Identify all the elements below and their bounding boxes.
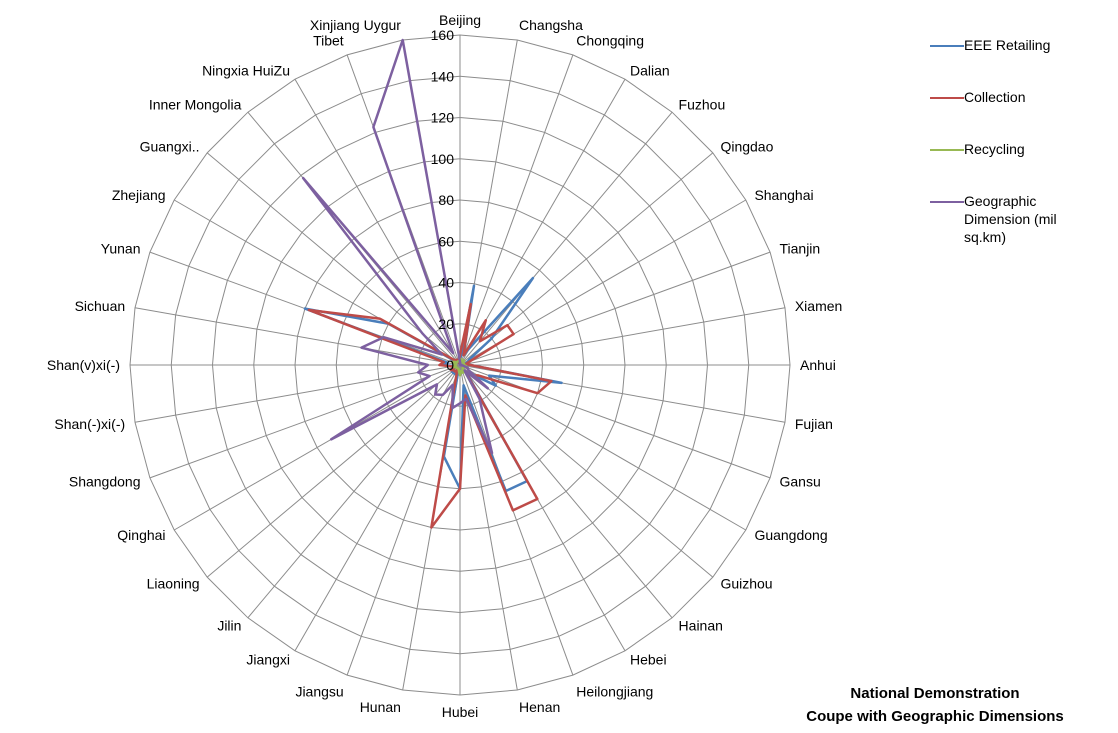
grid-spoke (459, 364, 771, 479)
category-label: Hunan (360, 699, 401, 715)
grid-spoke (459, 251, 771, 366)
grid-spoke (459, 364, 747, 531)
grid-spoke (294, 364, 461, 652)
grid-spoke (459, 364, 673, 619)
category-label: Tianjin (779, 241, 820, 257)
tick-label: 40 (438, 275, 454, 291)
legend-item-4: Geographic Dimension (mil sq.km) (930, 192, 1110, 246)
tick-label: 20 (438, 316, 454, 332)
category-label: Guizhou (720, 576, 772, 592)
category-label: Xinjiang Uygur (310, 17, 401, 33)
category-label: Shan(-)xi(-) (54, 416, 125, 432)
series-lines (301, 38, 563, 529)
category-label: Tibet (313, 33, 344, 49)
grid-spoke (206, 152, 461, 366)
grid-spoke (247, 364, 461, 619)
category-label: Gansu (779, 473, 820, 489)
grid-spoke (134, 364, 461, 423)
legend-swatch (930, 201, 964, 203)
category-label: Dalian (630, 63, 670, 79)
legend-label: EEE Retailing (964, 37, 1051, 53)
category-label: Guangdong (754, 527, 827, 543)
category-label: Fujian (795, 416, 833, 432)
category-label: Jilin (217, 617, 241, 633)
category-label: Shan(v)xi(-) (47, 357, 120, 373)
category-label: Jiangxi (246, 651, 290, 667)
legend-label: Collection (964, 89, 1026, 105)
category-label: Sichuan (75, 298, 126, 314)
legend-item-3: Recycling (930, 140, 1110, 158)
category-label: Yunan (101, 241, 141, 257)
category-label: Xiamen (795, 298, 842, 314)
legend-item-1: EEE Retailing (930, 36, 1110, 54)
category-label: Anhui (800, 357, 836, 373)
category-label: Heilongjiang (576, 683, 653, 699)
category-label: Henan (519, 699, 560, 715)
grid (129, 34, 791, 696)
grid-spoke (134, 307, 461, 366)
category-label: Shangdong (69, 473, 141, 489)
category-label: Hubei (442, 704, 479, 720)
grid-spoke (459, 152, 714, 366)
grid-spoke (459, 307, 786, 366)
legend: EEE Retailing Collection Recycling Geograph… (930, 36, 1110, 280)
legend-label: Recycling (964, 141, 1025, 157)
tick-label: 60 (438, 233, 454, 249)
category-label: Zhejiang (112, 187, 166, 203)
grid-spoke (459, 78, 626, 366)
legend-label: Geographic Dimension (mil sq.km) (964, 193, 1057, 245)
grid-spoke (346, 364, 461, 676)
category-label: Jiangsu (295, 683, 343, 699)
category-label: Qingdao (720, 138, 773, 154)
category-label: Liaoning (147, 576, 200, 592)
series-line-3 (450, 357, 468, 377)
grid-spoke (459, 364, 518, 691)
series-line-4 (301, 38, 494, 455)
tick-label: 0 (446, 357, 454, 373)
tick-label: 160 (431, 27, 455, 43)
legend-swatch (930, 97, 964, 99)
category-label: Changsha (519, 17, 583, 33)
category-label: Hainan (679, 617, 723, 633)
grid-spoke (294, 78, 461, 366)
series-line-2 (307, 302, 553, 529)
category-label: Guangxi.. (140, 138, 200, 154)
legend-swatch (930, 149, 964, 151)
tick-label: 100 (431, 151, 455, 167)
grid-spoke (459, 364, 574, 676)
chart-title: National Demonstration Coupe with Geogra… (760, 682, 1110, 728)
grid-spoke (173, 364, 461, 531)
grid-spoke (149, 364, 461, 479)
chart-title-line-1: National Demonstration (850, 685, 1020, 702)
tick-label: 140 (431, 68, 455, 84)
grid-spoke (459, 54, 574, 366)
tick-label: 80 (438, 192, 454, 208)
series-line-1 (303, 276, 563, 493)
category-label: Beijing (439, 12, 481, 28)
grid-spoke (459, 111, 673, 366)
tick-label: 120 (431, 110, 455, 126)
legend-swatch (930, 45, 964, 47)
category-label: Inner Mongolia (149, 97, 242, 113)
category-label: Shanghai (754, 187, 813, 203)
category-label: Ningxia HuiZu (202, 63, 290, 79)
category-label: Qinghai (117, 527, 165, 543)
chart-title-line-2: Coupe with Geographic Dimensions (806, 708, 1064, 725)
grid-spoke (459, 364, 714, 578)
category-label: Chongqing (576, 33, 644, 49)
category-label: Fuzhou (679, 97, 726, 113)
radial-tick-labels: 0 20 40 60 80 100 120 140 160 (431, 27, 455, 373)
grid-spoke (206, 364, 461, 578)
legend-item-2: Collection (930, 88, 1110, 106)
category-label: Hebei (630, 651, 667, 667)
